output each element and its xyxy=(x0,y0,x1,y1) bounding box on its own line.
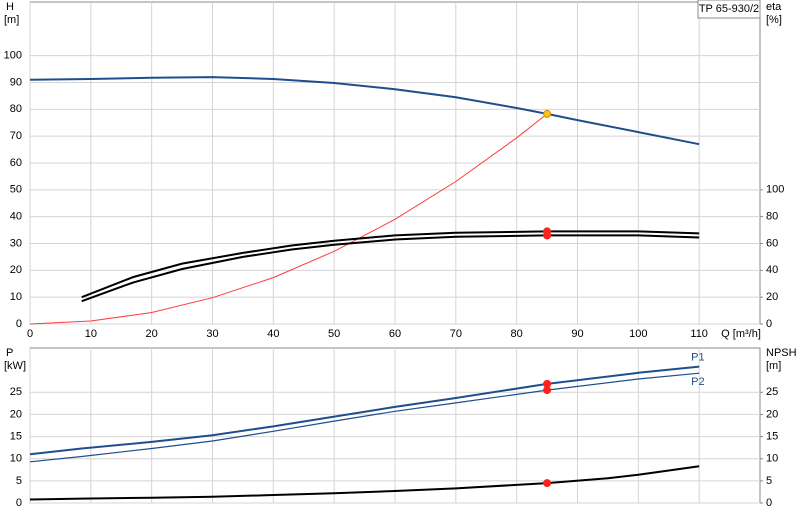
y-tick-label: 20 xyxy=(10,408,22,420)
y2-tick-label: 10 xyxy=(766,453,778,465)
y-tick-label: 60 xyxy=(10,157,22,169)
duty-point xyxy=(543,479,552,488)
x-axis-label: Q [m³/h] xyxy=(721,328,761,340)
series-line xyxy=(29,372,700,463)
series-line xyxy=(81,230,700,299)
y2-tick-label: 20 xyxy=(766,291,778,303)
y2-axis-label: NPSH xyxy=(766,347,797,359)
y2-tick-label: 40 xyxy=(766,264,778,276)
y2-tick-label: 20 xyxy=(766,408,778,420)
y-tick-label: 80 xyxy=(10,103,22,115)
y-tick-label: 90 xyxy=(10,76,22,88)
y-axis-label: P xyxy=(6,347,13,359)
x-tick-label: 60 xyxy=(389,328,401,340)
series-line xyxy=(81,234,700,303)
x-tick-label: 90 xyxy=(571,328,583,340)
series-line xyxy=(29,465,700,501)
duty-point xyxy=(543,109,552,118)
duty-point xyxy=(543,386,552,395)
y-tick-label: 0 xyxy=(16,318,22,330)
y-tick-label: 15 xyxy=(10,430,22,442)
y2-tick-label: 80 xyxy=(766,211,778,223)
title-box xyxy=(697,0,761,19)
y-axis-label: H xyxy=(6,1,14,13)
y-tick-label: 0 xyxy=(16,497,22,509)
x-tick-label: 30 xyxy=(206,328,218,340)
y-tick-label: 50 xyxy=(10,184,22,196)
series-line xyxy=(29,76,700,146)
y2-tick-label: 15 xyxy=(766,430,778,442)
chart-title: TP 65-930/2 xyxy=(699,3,759,15)
x-tick-label: 110 xyxy=(690,328,708,340)
series-label: P1 xyxy=(691,352,704,364)
x-tick-label: 10 xyxy=(85,328,97,340)
y-tick-label: 10 xyxy=(10,453,22,465)
x-tick-label: 100 xyxy=(629,328,647,340)
y2-axis-unit: [%] xyxy=(766,14,782,26)
y-tick-label: 30 xyxy=(10,237,22,249)
y2-axis-unit: [m] xyxy=(766,360,781,372)
x-tick-label: 20 xyxy=(146,328,158,340)
y2-axis-label: eta xyxy=(766,1,782,13)
x-tick-label: 50 xyxy=(328,328,340,340)
y-tick-label: 25 xyxy=(10,386,22,398)
y2-tick-label: 60 xyxy=(766,237,778,249)
x-tick-label: 80 xyxy=(511,328,523,340)
x-tick-label: 0 xyxy=(27,328,33,340)
y2-tick-label: 100 xyxy=(766,184,784,196)
y2-tick-label: 5 xyxy=(766,475,772,487)
series-label: P2 xyxy=(691,376,704,388)
y-axis-unit: [kW] xyxy=(4,360,26,372)
x-tick-label: 70 xyxy=(450,328,462,340)
y-tick-label: 40 xyxy=(10,211,22,223)
duty-point xyxy=(543,231,552,240)
y-tick-label: 100 xyxy=(4,50,22,62)
y-tick-label: 10 xyxy=(10,291,22,303)
series-line xyxy=(29,365,700,456)
y2-tick-label: 25 xyxy=(766,386,778,398)
series-line xyxy=(29,113,548,325)
y-tick-label: 5 xyxy=(16,475,22,487)
y-tick-label: 70 xyxy=(10,130,22,142)
y-axis-unit: [m] xyxy=(4,14,19,26)
y2-tick-label: 0 xyxy=(766,318,772,330)
y2-tick-label: 0 xyxy=(766,497,772,509)
x-tick-label: 40 xyxy=(267,328,279,340)
y-tick-label: 20 xyxy=(10,264,22,276)
